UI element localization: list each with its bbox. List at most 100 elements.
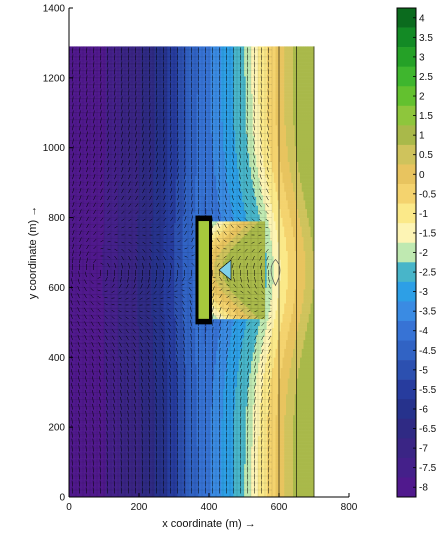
heat-cell — [69, 283, 72, 286]
heat-cell — [72, 446, 75, 449]
heat-cell — [70, 79, 73, 82]
heat-cell — [70, 226, 73, 229]
heat-cell — [79, 156, 82, 159]
heat-cell — [70, 345, 73, 348]
heat-cell — [79, 276, 82, 279]
heat-cell — [77, 194, 80, 197]
heat-cell — [77, 318, 80, 321]
heat-cell — [83, 276, 86, 279]
heat-cell — [72, 84, 75, 87]
heat-cell — [70, 191, 73, 194]
heat-cell — [69, 301, 72, 304]
heat-cell — [81, 378, 84, 381]
heat-cell — [83, 357, 86, 360]
heat-cell — [76, 49, 79, 52]
heat-cell — [74, 133, 77, 136]
heat-cell — [81, 317, 84, 320]
heat-cell — [76, 296, 79, 299]
heat-cell — [83, 427, 86, 430]
heat-cell — [72, 397, 75, 400]
heat-cell — [76, 425, 79, 428]
heat-cell — [69, 109, 72, 112]
heat-cell — [69, 357, 72, 360]
heat-cell — [100, 385, 103, 388]
heat-cell — [84, 264, 87, 267]
heat-cell — [79, 119, 82, 122]
heat-cell — [76, 138, 79, 142]
heat-cell — [70, 205, 73, 208]
heat-cell — [74, 105, 77, 108]
heat-cell — [76, 121, 79, 124]
heat-cell — [72, 469, 75, 472]
heat-cell — [86, 200, 89, 203]
heat-cell — [98, 137, 101, 140]
heat-cell — [79, 472, 82, 475]
heat-cell — [72, 406, 75, 409]
heat-cell — [76, 439, 79, 442]
heat-cell — [90, 179, 93, 182]
heat-cell — [72, 318, 75, 321]
heat-cell — [83, 477, 86, 480]
heat-cell — [69, 465, 72, 468]
heat-cell — [79, 283, 82, 286]
heat-cell — [72, 465, 75, 468]
heat-cell — [86, 486, 89, 489]
heat-cell — [76, 55, 79, 58]
heat-cell — [97, 420, 100, 423]
heat-cell — [72, 215, 75, 218]
heat-cell — [74, 421, 77, 424]
heat-cell — [84, 324, 87, 327]
heat-cell — [77, 165, 80, 168]
heat-cell — [81, 154, 84, 157]
heat-cell — [74, 93, 77, 96]
heat-cell — [83, 453, 86, 456]
heat-cell — [77, 198, 80, 201]
heat-cell — [74, 318, 77, 321]
heat-cell — [69, 336, 72, 339]
heat-cell — [93, 486, 96, 489]
heat-cell — [97, 179, 100, 182]
heat-cell — [77, 112, 80, 115]
heat-cell — [74, 388, 77, 391]
heat-cell — [79, 350, 82, 353]
heat-cell — [79, 458, 82, 461]
heat-cell — [72, 339, 75, 342]
heat-cell — [83, 289, 86, 292]
heat-cell — [97, 430, 100, 433]
heat-cell — [81, 495, 84, 498]
heat-cell — [81, 467, 84, 470]
heat-cell — [72, 138, 75, 142]
heat-cell — [97, 137, 100, 140]
heat-cell — [69, 292, 72, 295]
heat-cell — [74, 236, 77, 239]
heat-cell — [69, 145, 72, 149]
heat-cell — [83, 161, 86, 164]
heat-cell — [76, 386, 79, 390]
heat-cell — [70, 430, 73, 433]
heat-cell — [84, 238, 87, 241]
heat-cell — [86, 308, 89, 311]
heat-cell — [74, 437, 77, 440]
heat-cell — [70, 173, 73, 176]
heat-cell — [84, 435, 87, 438]
heat-cell — [76, 320, 79, 323]
heat-cell — [91, 276, 94, 279]
heat-cell — [69, 264, 72, 267]
heat-cell — [83, 79, 86, 82]
heat-cell — [69, 53, 72, 56]
heat-cell — [70, 460, 73, 463]
heat-cell — [77, 299, 80, 302]
heat-cell — [79, 46, 82, 49]
heat-cell — [100, 102, 103, 105]
heat-cell — [76, 97, 79, 100]
heat-cell — [70, 442, 73, 445]
heat-cell — [74, 156, 77, 159]
heat-cell — [76, 374, 79, 377]
heat-cell — [83, 409, 86, 412]
heat-cell — [69, 352, 72, 355]
heat-cell — [84, 322, 87, 325]
heat-cell — [86, 393, 89, 397]
heat-cell — [69, 224, 72, 227]
heat-cell — [69, 432, 72, 435]
heat-cell — [69, 210, 72, 213]
